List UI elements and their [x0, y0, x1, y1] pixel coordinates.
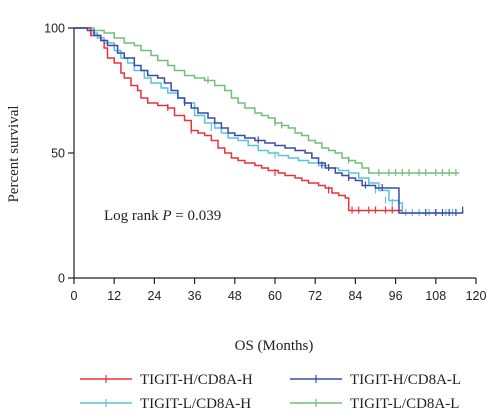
survival-curve — [74, 27, 460, 174]
x-ticks: 0 12 24 36 48 60 72 84 96 108 120 — [71, 278, 487, 303]
series-0 — [74, 27, 403, 214]
y-ticks: 0 50 100 — [44, 22, 74, 286]
x-tick-label: 108 — [425, 289, 446, 303]
legend: TIGIT-H/CD8A-H TIGIT-H/CD8A-L TIGIT-L/CD8A… — [80, 372, 461, 412]
survival-curve — [74, 27, 403, 212]
annotation-prefix: Log rank — [104, 208, 162, 224]
x-tick-label: 72 — [308, 289, 322, 303]
x-tick-label: 84 — [348, 289, 362, 303]
x-tick-label: 36 — [188, 289, 202, 303]
y-tick-label: 100 — [44, 22, 65, 36]
legend-label: TIGIT-L/CD8A-L — [350, 396, 459, 412]
legend-item: TIGIT-H/CD8A-H — [80, 372, 253, 388]
legend-item: TIGIT-H/CD8A-L — [290, 372, 461, 388]
log-rank-annotation: Log rank P = 0.039 — [104, 208, 221, 224]
x-tick-label: 96 — [389, 289, 403, 303]
legend-item: TIGIT-L/CD8A-L — [290, 396, 459, 412]
y-tick-label: 0 — [58, 272, 65, 286]
axes: 0 50 100 0 12 24 36 48 60 72 84 96 108 120 — [44, 22, 486, 304]
series-3 — [74, 27, 460, 176]
survival-curves — [74, 27, 464, 216]
y-tick-label: 50 — [51, 147, 65, 161]
x-tick-label: 12 — [107, 289, 121, 303]
survival-curve — [74, 27, 464, 214]
annotation-suffix: = 0.039 — [172, 208, 222, 224]
x-tick-label: 48 — [228, 289, 242, 303]
survival-curve — [74, 27, 453, 214]
series-2 — [74, 27, 464, 216]
x-tick-label: 120 — [466, 289, 487, 303]
x-tick-label: 24 — [147, 289, 161, 303]
legend-label: TIGIT-L/CD8A-H — [140, 396, 251, 412]
legend-label: TIGIT-H/CD8A-L — [350, 372, 461, 388]
x-tick-label: 0 — [71, 289, 78, 303]
x-axis-title: OS (Months) — [235, 338, 314, 354]
y-axis-title: Percent survival — [6, 105, 22, 202]
annotation-p: P — [161, 208, 171, 224]
series-1 — [74, 27, 454, 216]
legend-item: TIGIT-L/CD8A-H — [80, 396, 251, 412]
legend-label: TIGIT-H/CD8A-H — [140, 372, 253, 388]
x-tick-label: 60 — [268, 289, 282, 303]
